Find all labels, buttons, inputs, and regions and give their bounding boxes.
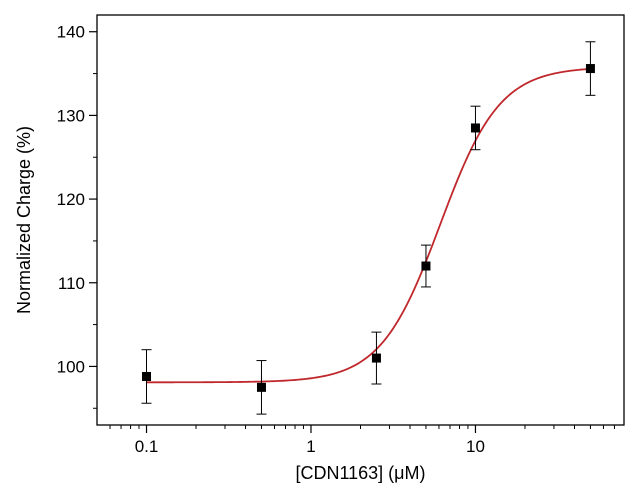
data-point [585, 64, 595, 74]
x-tick-label: 0.1 [135, 437, 159, 456]
data-points-layer [142, 64, 595, 392]
fit-curve-layer [146, 67, 591, 384]
x-tick-label: 10 [466, 437, 485, 456]
error-bars-layer [141, 41, 596, 415]
data-point [421, 261, 431, 271]
y-axis-label: Normalized Charge (%) [14, 126, 34, 314]
y-tick-label: 130 [57, 106, 85, 125]
data-point [470, 123, 480, 133]
y-tick-label: 140 [57, 23, 85, 42]
fit-curve [146, 67, 591, 384]
x-ticks-layer: 0.1 1 10 [109, 425, 615, 456]
x-axis-label: [CDN1163] (μM) [295, 463, 425, 483]
data-point [256, 382, 266, 392]
y-ticks-layer: 100 110 120 130 140 [57, 23, 97, 409]
y-tick-label: 120 [57, 190, 85, 209]
data-point [371, 353, 381, 363]
data-point [142, 371, 152, 381]
x-tick-label: 1 [306, 437, 315, 456]
y-tick-label: 110 [58, 274, 85, 293]
y-tick-label: 100 [57, 357, 85, 376]
